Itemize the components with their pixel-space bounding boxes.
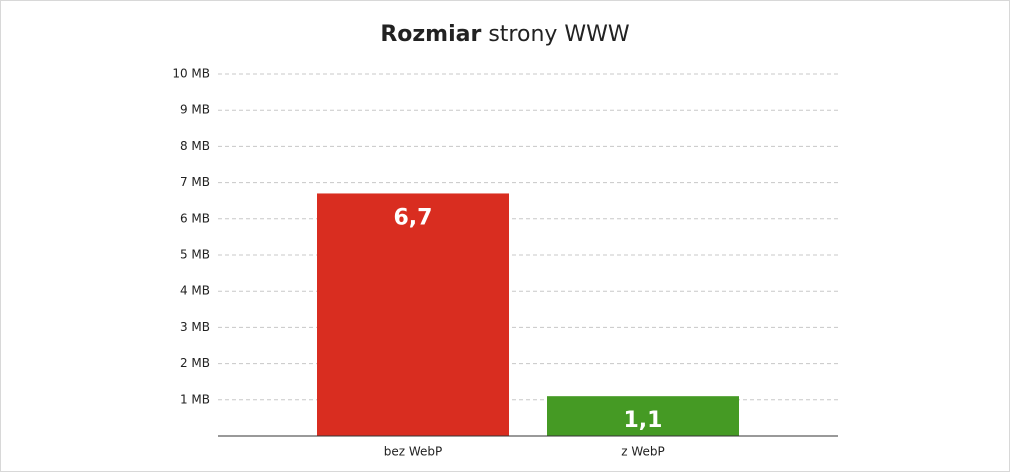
title-bold: Rozmiar — [380, 22, 481, 47]
y-tick-label: 5 MB — [180, 248, 210, 262]
bar — [317, 193, 509, 436]
value-label: 6,7 — [394, 205, 433, 230]
y-tick-label: 2 MB — [180, 356, 210, 370]
value-label: 1,1 — [624, 408, 663, 433]
y-tick-label: 8 MB — [180, 139, 210, 153]
y-tick-label: 9 MB — [180, 103, 210, 117]
y-tick-label: 1 MB — [180, 392, 210, 406]
x-tick-label: bez WebP — [384, 445, 443, 459]
x-tick-label: z WebP — [621, 445, 665, 459]
title-rest: strony WWW — [488, 22, 630, 47]
y-tick-label: 7 MB — [180, 175, 210, 189]
y-tick-label: 4 MB — [180, 284, 210, 298]
chart-title: Rozmiar strony WWW — [380, 22, 630, 47]
y-tick-label: 3 MB — [180, 320, 210, 334]
bar — [547, 396, 739, 436]
y-tick-label: 10 MB — [172, 67, 210, 81]
y-tick-label: 6 MB — [180, 211, 210, 225]
